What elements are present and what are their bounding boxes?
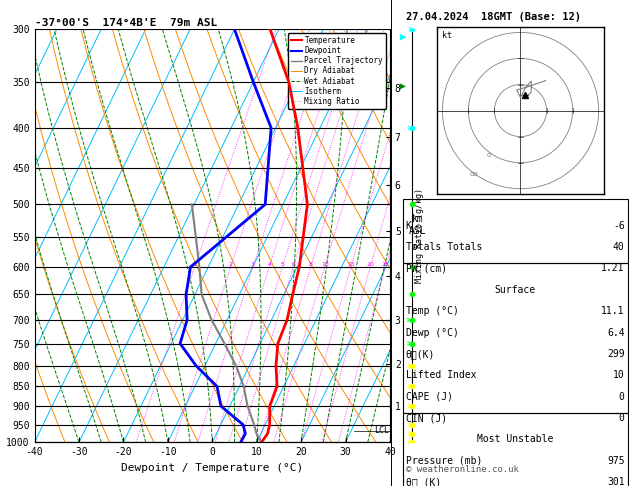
Text: 11.1: 11.1 [601, 306, 625, 316]
Text: Surface: Surface [494, 285, 536, 295]
Text: © weatheronline.co.uk: © weatheronline.co.uk [406, 465, 518, 474]
Text: 27.04.2024  18GMT (Base: 12): 27.04.2024 18GMT (Base: 12) [406, 12, 581, 22]
Y-axis label: km
ASL: km ASL [409, 214, 426, 236]
Text: 301: 301 [607, 477, 625, 486]
Text: 0: 0 [619, 392, 625, 402]
Y-axis label: hPa: hPa [0, 226, 1, 246]
Text: 20: 20 [366, 262, 374, 267]
Text: 6.4: 6.4 [607, 328, 625, 338]
Text: 40: 40 [613, 242, 625, 252]
Text: θᴇ(K): θᴇ(K) [406, 349, 435, 359]
Text: 975: 975 [607, 456, 625, 466]
Text: 8: 8 [309, 262, 313, 267]
Text: Temp (°C): Temp (°C) [406, 306, 459, 316]
Text: 1: 1 [192, 262, 197, 267]
Text: 4: 4 [267, 262, 271, 267]
Text: CIN (J): CIN (J) [406, 413, 447, 423]
Text: Mixing Ratio (g/kg): Mixing Ratio (g/kg) [415, 188, 424, 283]
Text: Pressure (mb): Pressure (mb) [406, 456, 482, 466]
Text: 2: 2 [229, 262, 233, 267]
Text: K: K [406, 221, 411, 231]
Text: PW (cm): PW (cm) [406, 263, 447, 274]
Text: kt: kt [442, 31, 452, 40]
X-axis label: Dewpoint / Temperature (°C): Dewpoint / Temperature (°C) [121, 463, 303, 473]
Text: θᴇ (K): θᴇ (K) [406, 477, 441, 486]
Text: -37°00'S  174°4B'E  79m ASL: -37°00'S 174°4B'E 79m ASL [35, 18, 217, 28]
Text: 299: 299 [607, 349, 625, 359]
Text: Dewp (°C): Dewp (°C) [406, 328, 459, 338]
Text: Totals Totals: Totals Totals [406, 242, 482, 252]
Text: 10: 10 [613, 370, 625, 381]
Text: 10: 10 [321, 262, 328, 267]
Text: 0: 0 [619, 413, 625, 423]
Text: 5: 5 [281, 262, 284, 267]
Text: oo: oo [469, 171, 478, 177]
Text: ▶: ▶ [400, 32, 407, 42]
Text: 25: 25 [381, 262, 389, 267]
Text: 15: 15 [347, 262, 355, 267]
Text: 3: 3 [251, 262, 255, 267]
Text: Lifted Index: Lifted Index [406, 370, 476, 381]
Text: CAPE (J): CAPE (J) [406, 392, 453, 402]
Text: -6: -6 [613, 221, 625, 231]
Text: LCL: LCL [374, 426, 389, 435]
Legend: Temperature, Dewpoint, Parcel Trajectory, Dry Adiabat, Wet Adiabat, Isotherm, Mi: Temperature, Dewpoint, Parcel Trajectory… [287, 33, 386, 109]
Text: 6: 6 [291, 262, 295, 267]
Text: ▶: ▶ [400, 80, 406, 90]
Text: Most Unstable: Most Unstable [477, 434, 554, 445]
Text: o: o [487, 153, 491, 158]
Text: 1.21: 1.21 [601, 263, 625, 274]
